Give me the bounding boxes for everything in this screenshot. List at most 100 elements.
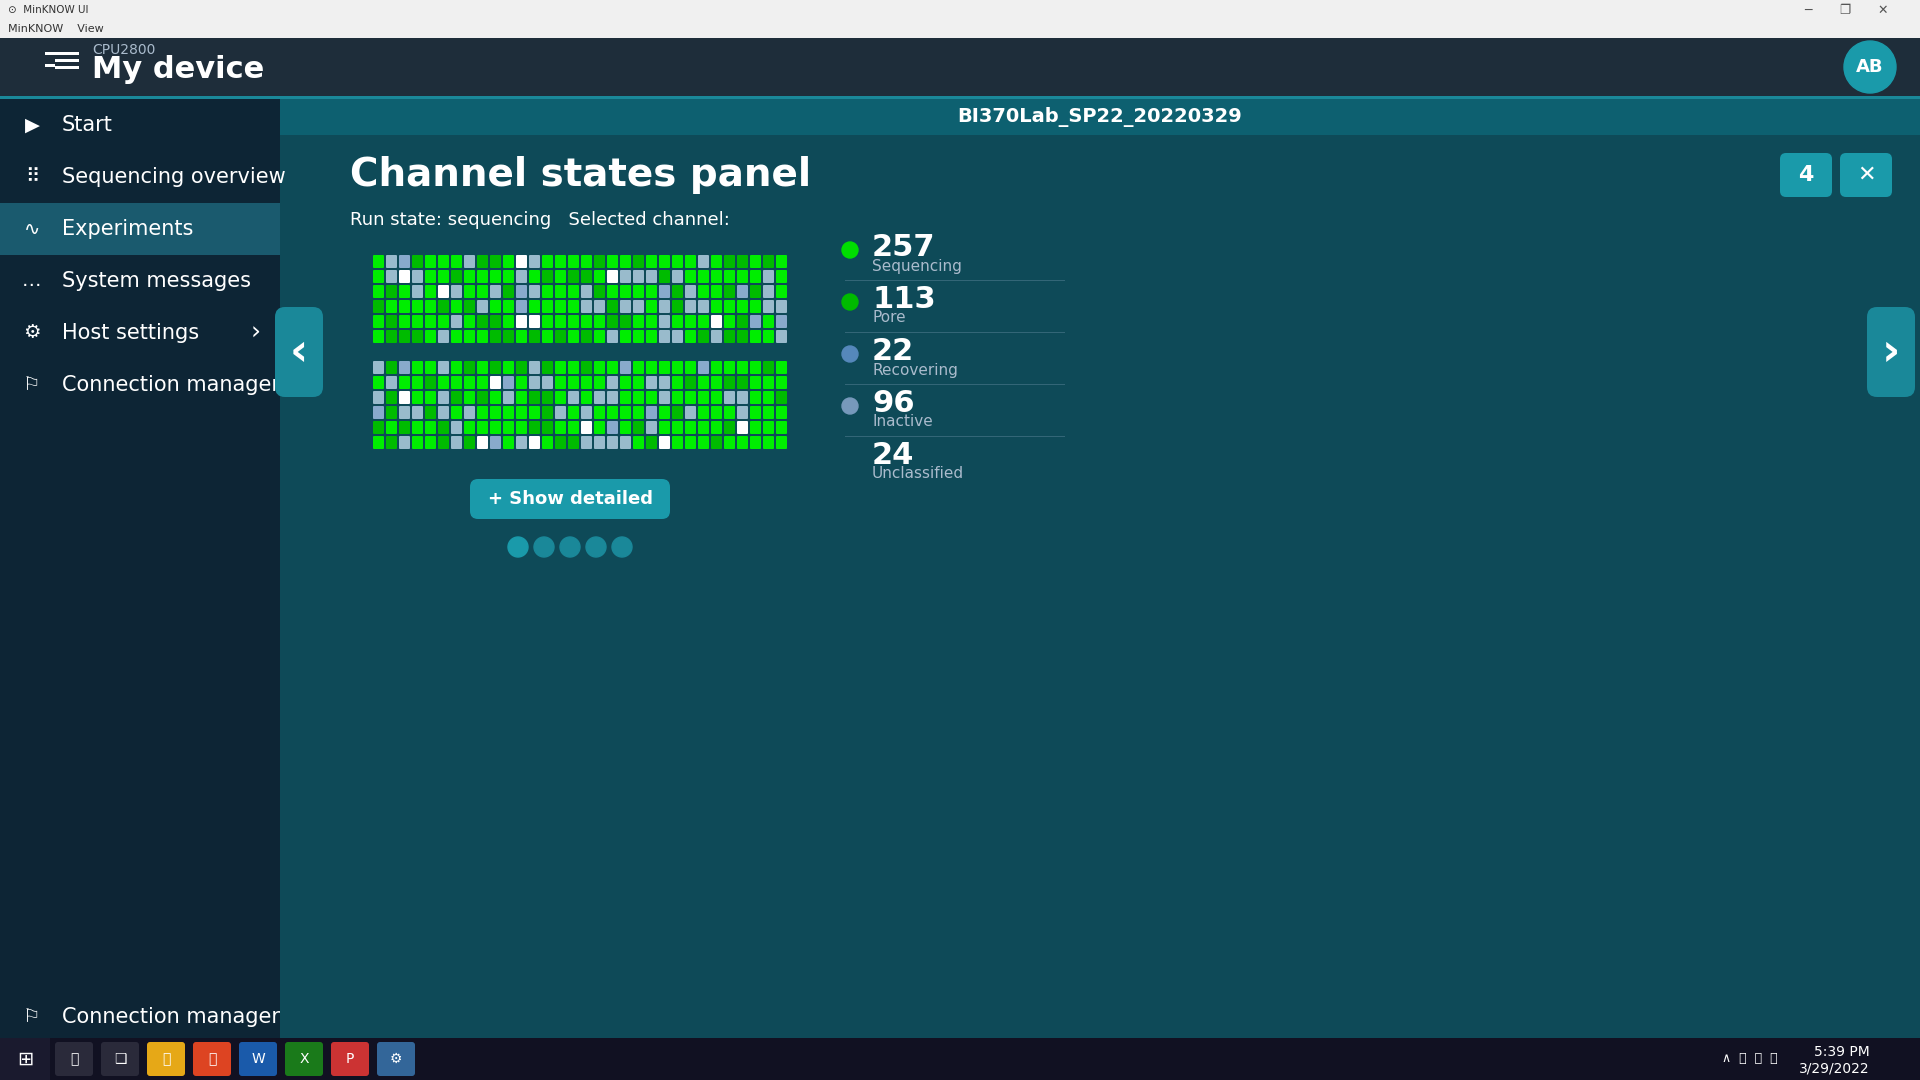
FancyBboxPatch shape: [399, 315, 411, 328]
FancyBboxPatch shape: [699, 421, 708, 434]
FancyBboxPatch shape: [530, 391, 540, 404]
FancyBboxPatch shape: [659, 255, 670, 268]
FancyBboxPatch shape: [476, 406, 488, 419]
FancyBboxPatch shape: [620, 300, 632, 313]
Text: Unclassified: Unclassified: [872, 467, 964, 482]
FancyBboxPatch shape: [724, 315, 735, 328]
FancyBboxPatch shape: [476, 361, 488, 374]
Text: ❐: ❐: [1839, 3, 1851, 16]
FancyBboxPatch shape: [620, 315, 632, 328]
FancyBboxPatch shape: [555, 270, 566, 283]
FancyBboxPatch shape: [56, 1042, 92, 1076]
FancyBboxPatch shape: [424, 376, 436, 389]
FancyBboxPatch shape: [699, 406, 708, 419]
FancyBboxPatch shape: [751, 255, 760, 268]
Bar: [56, 66, 79, 69]
FancyBboxPatch shape: [685, 285, 695, 298]
FancyBboxPatch shape: [555, 255, 566, 268]
FancyBboxPatch shape: [776, 270, 787, 283]
FancyBboxPatch shape: [645, 315, 657, 328]
FancyBboxPatch shape: [503, 270, 515, 283]
Bar: [0, 21, 1920, 38]
FancyBboxPatch shape: [541, 270, 553, 283]
Text: MinKNOW    View: MinKNOW View: [8, 24, 104, 33]
FancyBboxPatch shape: [424, 285, 436, 298]
FancyBboxPatch shape: [672, 300, 684, 313]
FancyBboxPatch shape: [476, 270, 488, 283]
FancyBboxPatch shape: [672, 436, 684, 449]
FancyBboxPatch shape: [438, 406, 449, 419]
FancyBboxPatch shape: [776, 421, 787, 434]
Circle shape: [561, 537, 580, 557]
FancyBboxPatch shape: [451, 255, 463, 268]
FancyBboxPatch shape: [645, 300, 657, 313]
FancyBboxPatch shape: [516, 361, 526, 374]
Text: 📁: 📁: [161, 1052, 171, 1066]
FancyBboxPatch shape: [1780, 153, 1832, 197]
FancyBboxPatch shape: [503, 255, 515, 268]
FancyBboxPatch shape: [685, 315, 695, 328]
Bar: [0, 99, 280, 1038]
FancyBboxPatch shape: [634, 255, 643, 268]
FancyBboxPatch shape: [399, 300, 411, 313]
FancyBboxPatch shape: [438, 285, 449, 298]
FancyBboxPatch shape: [503, 376, 515, 389]
FancyBboxPatch shape: [582, 421, 591, 434]
FancyBboxPatch shape: [476, 330, 488, 343]
FancyBboxPatch shape: [568, 315, 580, 328]
FancyBboxPatch shape: [659, 361, 670, 374]
Text: W: W: [252, 1052, 265, 1066]
FancyBboxPatch shape: [568, 255, 580, 268]
FancyBboxPatch shape: [699, 376, 708, 389]
FancyBboxPatch shape: [555, 421, 566, 434]
FancyBboxPatch shape: [645, 376, 657, 389]
FancyBboxPatch shape: [685, 436, 695, 449]
FancyBboxPatch shape: [386, 436, 397, 449]
FancyBboxPatch shape: [634, 315, 643, 328]
FancyBboxPatch shape: [530, 361, 540, 374]
Text: ⚙: ⚙: [23, 324, 40, 342]
FancyBboxPatch shape: [672, 361, 684, 374]
FancyBboxPatch shape: [582, 376, 591, 389]
FancyBboxPatch shape: [710, 421, 722, 434]
FancyBboxPatch shape: [659, 270, 670, 283]
FancyBboxPatch shape: [476, 285, 488, 298]
FancyBboxPatch shape: [438, 255, 449, 268]
FancyBboxPatch shape: [634, 391, 643, 404]
FancyBboxPatch shape: [424, 255, 436, 268]
FancyBboxPatch shape: [737, 421, 749, 434]
FancyBboxPatch shape: [582, 300, 591, 313]
FancyBboxPatch shape: [530, 285, 540, 298]
FancyBboxPatch shape: [634, 285, 643, 298]
FancyBboxPatch shape: [607, 315, 618, 328]
Circle shape: [1843, 41, 1895, 93]
FancyBboxPatch shape: [438, 300, 449, 313]
FancyBboxPatch shape: [555, 406, 566, 419]
FancyBboxPatch shape: [490, 330, 501, 343]
FancyBboxPatch shape: [762, 361, 774, 374]
FancyBboxPatch shape: [582, 315, 591, 328]
FancyBboxPatch shape: [438, 270, 449, 283]
FancyBboxPatch shape: [645, 421, 657, 434]
FancyBboxPatch shape: [490, 391, 501, 404]
Text: ∧  🔋  📶  🔊: ∧ 🔋 📶 🔊: [1722, 1053, 1778, 1066]
FancyBboxPatch shape: [541, 406, 553, 419]
FancyBboxPatch shape: [762, 255, 774, 268]
Text: Connection manager: Connection manager: [61, 375, 280, 395]
FancyBboxPatch shape: [386, 361, 397, 374]
FancyBboxPatch shape: [516, 285, 526, 298]
FancyBboxPatch shape: [776, 255, 787, 268]
Text: Sequencing: Sequencing: [872, 258, 962, 273]
FancyBboxPatch shape: [503, 285, 515, 298]
FancyBboxPatch shape: [516, 315, 526, 328]
FancyBboxPatch shape: [555, 436, 566, 449]
FancyBboxPatch shape: [438, 421, 449, 434]
FancyBboxPatch shape: [672, 255, 684, 268]
Bar: [0, 203, 280, 255]
FancyBboxPatch shape: [710, 406, 722, 419]
FancyBboxPatch shape: [490, 406, 501, 419]
FancyBboxPatch shape: [424, 330, 436, 343]
FancyBboxPatch shape: [530, 406, 540, 419]
FancyBboxPatch shape: [762, 376, 774, 389]
Bar: [0, 0, 1920, 21]
